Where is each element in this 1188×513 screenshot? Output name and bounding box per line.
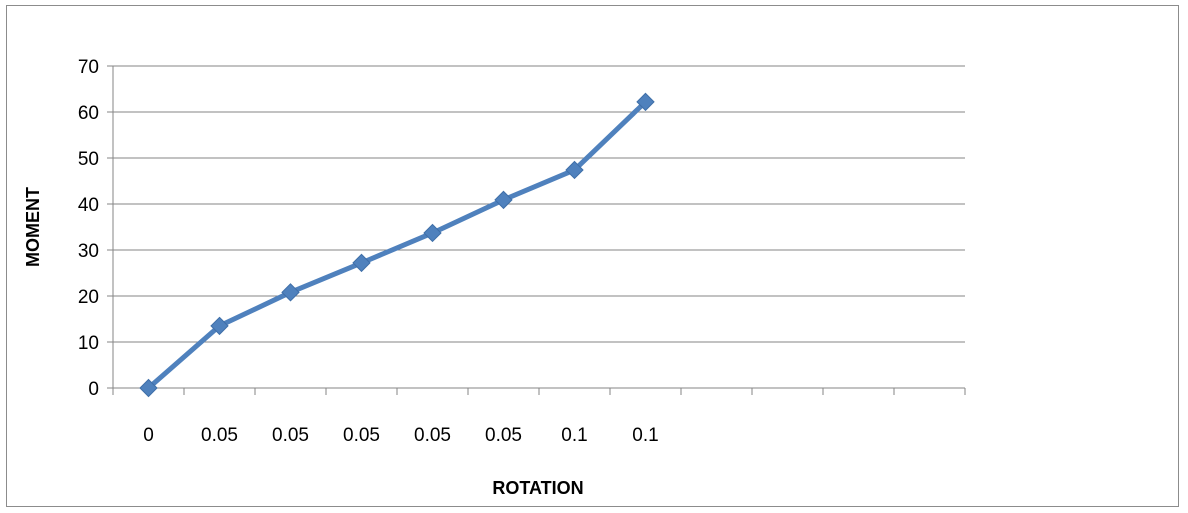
data-point: [636, 92, 655, 112]
data-point: [210, 316, 229, 336]
x-tick-label: 0.05: [201, 425, 238, 446]
data-point: [423, 223, 442, 243]
x-tick-label: 0.1: [561, 425, 587, 446]
y-tick-label: 50: [78, 149, 99, 170]
x-tick-label: 0.05: [414, 425, 451, 446]
data-point: [494, 190, 513, 210]
x-tick-label: 0.05: [343, 425, 380, 446]
data-point: [281, 283, 300, 302]
x-tick-label: 0: [143, 425, 154, 446]
x-tick-label: 0.05: [272, 425, 309, 446]
y-tick-label: 40: [78, 195, 99, 216]
data-point: [139, 378, 158, 398]
data-point: [352, 253, 371, 273]
y-tick-label: 30: [78, 241, 99, 262]
x-tick-label: 0.05: [485, 425, 522, 446]
chart-frame: 0 10 20 30 40 50 60 70 0 0.05 0.05 0.05 0.05 0.05 0.1…: [6, 5, 1179, 507]
y-tick-label: 20: [78, 287, 99, 308]
series-line: [146, 99, 648, 391]
gridlines: [113, 65, 965, 343]
y-tick-labels: 0 10 20 30 40 50 60 70: [78, 57, 99, 400]
y-tick-label: 10: [78, 333, 99, 354]
y-axis-title: MOMENT: [23, 187, 43, 267]
x-tick-labels: 0 0.05 0.05 0.05 0.05 0.05 0.1 0.1: [143, 425, 659, 446]
x-tick-label: 0.1: [632, 425, 658, 446]
y-tick-label: 60: [78, 103, 99, 124]
series-moment: [139, 92, 655, 398]
x-axis-title: ROTATION: [492, 478, 583, 498]
axes: [107, 65, 966, 395]
y-tick-label: 0: [88, 379, 99, 400]
data-point: [565, 160, 584, 180]
y-tick-label: 70: [78, 57, 99, 78]
moment-rotation-chart: 0 10 20 30 40 50 60 70 0 0.05 0.05 0.05 0.05 0.05 0.1…: [23, 57, 966, 498]
